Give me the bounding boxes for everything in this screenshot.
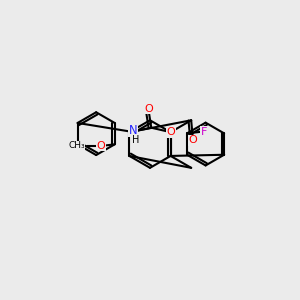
Text: F: F <box>201 127 207 137</box>
Text: O: O <box>145 104 153 114</box>
Text: O: O <box>97 141 105 151</box>
Text: O: O <box>166 127 175 137</box>
Text: O: O <box>188 135 197 145</box>
Text: H: H <box>131 135 139 145</box>
Text: CH₃: CH₃ <box>68 141 85 150</box>
Text: N: N <box>128 124 137 136</box>
